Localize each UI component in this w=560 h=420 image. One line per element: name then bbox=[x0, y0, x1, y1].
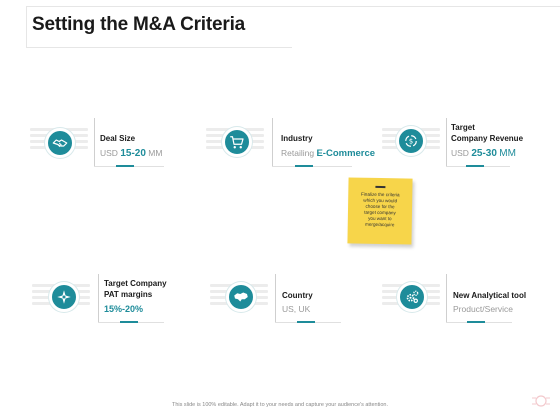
revenue-label-line1: Target bbox=[451, 123, 475, 132]
accent-tick bbox=[467, 321, 485, 323]
revenue-value: USD 25-30 MM bbox=[451, 148, 516, 159]
pat-label-line2: PAT margins bbox=[104, 290, 153, 299]
divider bbox=[98, 274, 99, 322]
divider bbox=[446, 274, 447, 322]
deal-size-label: Deal Size bbox=[100, 134, 136, 143]
deal-size-value: USD 15-20 MM bbox=[100, 148, 163, 159]
money-cycle-icon: $ bbox=[396, 126, 426, 156]
compass-icon bbox=[49, 282, 79, 312]
pat-value: 15%-20% bbox=[104, 304, 144, 314]
svg-text:$: $ bbox=[409, 138, 413, 146]
accent-tick bbox=[116, 165, 134, 167]
note-text: Finalize the criteria which you would ch… bbox=[353, 192, 408, 229]
tool-value: Product/Service bbox=[453, 304, 513, 314]
country-label: Country bbox=[282, 291, 313, 300]
accent-tick bbox=[120, 321, 138, 323]
country-value: US, UK bbox=[282, 304, 311, 314]
page-title: Setting the M&A Criteria bbox=[32, 14, 246, 35]
accent-tick bbox=[466, 165, 484, 167]
pat-label-line1: Target Company bbox=[104, 279, 167, 288]
map-icon bbox=[226, 282, 256, 312]
divider bbox=[446, 118, 447, 166]
revenue-label-line2: Company Revenue bbox=[451, 134, 524, 143]
title-frame bbox=[26, 6, 560, 48]
sticky-note: Finalize the criteria which you would ch… bbox=[347, 177, 413, 245]
divider bbox=[94, 118, 95, 166]
industry-value: Retailing E-Commerce bbox=[281, 148, 376, 159]
accent-tick bbox=[295, 165, 313, 167]
industry-label: Industry bbox=[281, 134, 313, 143]
handshake-icon bbox=[45, 128, 75, 158]
accent-tick bbox=[297, 321, 315, 323]
divider bbox=[275, 274, 276, 322]
footer-text: This slide is 100% editable. Adapt it to… bbox=[172, 402, 388, 408]
decorative-corner-icon bbox=[532, 395, 550, 407]
note-line: merge/acquire bbox=[365, 221, 395, 228]
shopping-cart-icon bbox=[222, 127, 252, 157]
tool-label: New Analytical tool bbox=[453, 291, 527, 300]
divider bbox=[272, 118, 273, 166]
note-dash bbox=[375, 185, 386, 189]
title-rule bbox=[26, 47, 292, 48]
gears-icon bbox=[397, 282, 427, 312]
